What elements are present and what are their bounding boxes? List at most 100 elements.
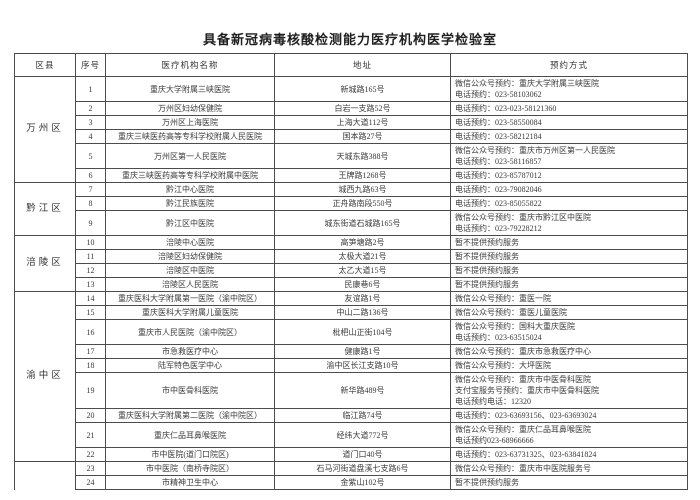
address-cell: 王牌路1268号 [274,168,451,183]
row-number-cell: 2 [75,101,106,116]
district-cell: 万州区 [14,76,76,183]
table-row: 24 市精神卫生中心 金紫山102号 暂不提供预约服务 [15,475,688,490]
row-number-cell: 15 [75,305,106,320]
table-row: 2 万州区妇幼保健院 白岩一支路52号 电话预约：023-023-58121360 [15,101,688,116]
address-cell: 健康路1号 [274,344,451,359]
table-row: 涪陵区 10 涪陵中心医院 高笋塘路2号 暂不提供预约服务 [14,235,688,292]
booking-method-cell: 微信公众号预约：重庆大学附属三峡医院 电话预约：023-58103062 [450,76,688,102]
column-header: 预约方式 [450,53,688,77]
institution-name-cell: 涪陵中心医院 [105,235,275,250]
institution-name-cell: 重庆市人民医院（渝中院区） [105,319,275,345]
address-cell: 渝中区长江支路10号 [274,358,451,373]
address-cell: 天城东路388号 [274,143,451,169]
column-header: 序号 [75,53,106,77]
row-number-cell: 11 [75,249,106,264]
address-cell: 临江路74号 [274,408,451,423]
district-cell: 渝中区 [14,291,76,462]
table-row: 12 涪陵区中医院 太乙大道15号 暂不提供预约服务 [15,263,688,278]
table-body: 万州区 1 重庆大学附属三峡医院 新城路165号 微信公众号预约：重庆大学附属三峡医院电… [14,76,688,490]
booking-line: 暂不提供预约服务 [455,238,519,247]
booking-line: 电话预约：023-63693156、023-63693024 [455,411,597,420]
page-title: 具备新冠病毒核酸检测能力医疗机构医学检验室 [202,32,497,47]
row-number-cell: 17 [75,344,106,359]
institution-name-cell: 黔江民族医院 [105,196,275,211]
booking-line: 电话预约：023-79228212 [455,224,542,233]
institution-name-cell: 万州区妇幼保健院 [105,101,275,116]
booking-line: 电话预约：023-63731325、023-63841824 [455,450,597,459]
booking-method-cell: 微信公众号预约：国科大重庆医院 电话预约：023-63515024 [450,319,688,345]
district-cell: 涪陵区 [14,235,76,292]
table-row: 17 市急救医疗中心 健康路1号 微信公众号预约：重庆市急救医疗中心 [15,344,688,359]
booking-line: 暂不提供预约服务 [455,266,519,275]
institution-name-cell: 涪陵区中医院 [105,263,275,278]
table-row: 20 重庆医科大学附属第二医院（渝中院区） 临江路74号 电话预约：023-63693… [15,408,688,423]
row-number-cell: 9 [75,210,106,236]
booking-method-cell: 微信公众号预约：重庆市黔江区中医院 电话预约：023-79228212 [450,210,688,236]
table-header-row: 区县 序号 医疗机构名称 地址 预约方式 [14,53,688,77]
booking-method-cell: 电话预约：023-85055822 [450,196,688,211]
address-cell: 上海大道112号 [274,115,451,130]
booking-method-cell: 电话预约：023-023-58121360 [450,101,688,116]
booking-line: 电话预约：023-023-58121360 [455,104,557,113]
table-row: 23 市中医院（南桥寺院区） 石马河街道盘溪七支路6号 微信公众号预约：重庆市中医院服… [14,461,688,490]
row-number-cell: 5 [75,143,106,169]
address-cell: 新华路489号 [274,372,451,409]
booking-method-cell: 微信公众号预约：重庆市急救医疗中心 [450,344,688,359]
row-number-cell: 10 [75,235,106,250]
booking-line: 微信公众号预约：大坪医院 [455,361,551,370]
institution-name-cell: 市中医骨科医院 [105,372,275,409]
address-cell: 国本路27号 [274,129,451,144]
address-cell: 太极大道21号 [274,249,451,264]
institution-name-cell: 市急救医疗中心 [105,344,275,359]
institution-name-cell: 涪陵区人民医院 [105,277,275,292]
booking-line: 电话预约：023-85787012 [455,171,542,180]
booking-line: 电话预约：023-58116857 [455,157,542,166]
address-cell: 民康巷6号 [274,277,451,292]
booking-line: 微信公众号预约：重庆市中医骨科医院 [455,375,591,384]
institution-name-cell: 市中医院（南桥寺院区） [105,461,275,476]
table-row: 22 市中医院(道门口院区) 道门口40号 电话预约：023-63731325、023… [15,447,688,462]
address-cell: 新城路165号 [274,76,451,102]
institution-name-cell: 陆军特色医学中心 [105,358,275,373]
booking-line: 电话预约：023-85055822 [455,199,542,208]
table-row: 8 黔江民族医院 正舟路南段550号 电话预约：023-85055822 [15,196,688,211]
booking-method-cell: 微信公众号预约：重庆市万州区第一人民医院 电话预约：023-58116857 [450,143,688,169]
row-number-cell: 4 [75,129,106,144]
row-number-cell: 12 [75,263,106,278]
institution-name-cell: 重庆三峡医药高等专科学校附属中医院 [105,168,275,183]
row-number-cell: 1 [75,76,106,102]
institution-name-cell: 万州区上海医院 [105,115,275,130]
row-number-cell: 18 [75,358,106,373]
booking-method-cell: 电话预约：023-79082046 [450,182,688,197]
booking-method-cell: 电话预约：023-58550084 [450,115,688,130]
institution-name-cell: 重庆医科大学附属儿童医院 [105,305,275,320]
row-number-cell: 8 [75,196,106,211]
booking-line: 微信公众号预约：重庆大学附属三峡医院 [455,79,599,88]
row-number-cell: 7 [75,182,106,197]
booking-line: 微信公众号预约：重庆市万州区第一人民医院 [455,146,615,155]
table-row: 黔江区 7 黔江中心医院 城西九路63号 电话预约：023-79082046 [14,182,688,236]
booking-line: 微信公众号预约：国科大重庆医院 [455,322,575,331]
booking-line: 微信公众号预约：重庆仁品耳鼻喉医院 [455,425,591,434]
booking-method-cell: 暂不提供预约服务 [450,249,688,264]
row-number-cell: 6 [75,168,106,183]
address-cell: 城东街道石城路165号 [274,210,451,236]
row-number-cell: 23 [75,461,106,476]
institution-name-cell: 重庆仁品耳鼻喉医院 [105,422,275,448]
booking-line: 微信公众号预约：重医儿童医院 [455,308,567,317]
column-header: 区县 [14,53,76,77]
address-cell: 正舟路南段550号 [274,196,451,211]
row-number-cell: 22 [75,447,106,462]
institution-name-cell: 涪陵区妇幼保健院 [105,249,275,264]
institution-name-cell: 重庆大学附属三峡医院 [105,76,275,102]
booking-line: 电话预约：023-58103062 [455,90,542,99]
district-cell [14,461,76,490]
booking-line: 电话预约：023-58550084 [455,118,542,127]
table-row: 3 万州区上海医院 上海大道112号 电话预约：023-58550084 [15,115,688,130]
booking-line: 暂不提供预约服务 [455,478,519,487]
booking-line: 暂不提供预约服务 [455,252,519,261]
institution-name-cell: 万州区第一人民医院 [105,143,275,169]
row-number-cell: 13 [75,277,106,292]
row-number-cell: 14 [75,291,106,306]
table-row: 11 涪陵区妇幼保健院 太极大道21号 暂不提供预约服务 [15,249,688,264]
